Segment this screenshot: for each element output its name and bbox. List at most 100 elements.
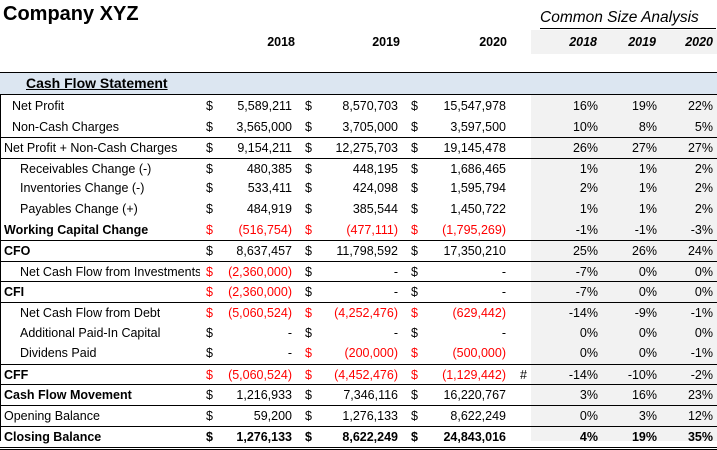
value-cell: (4,252,476) bbox=[334, 306, 398, 320]
pct-cell: 0% bbox=[694, 264, 713, 279]
table-left-border bbox=[0, 95, 1, 441]
pct-cell: 22% bbox=[687, 99, 713, 113]
row-label: Net Cash Flow from Investments bbox=[20, 264, 200, 279]
pct-cell: 10% bbox=[572, 119, 598, 134]
currency-symbol: $ bbox=[305, 367, 312, 382]
table-row: Inventories Change (-) $533,411 2% $424,098… bbox=[0, 178, 717, 199]
pct-cell: 26% bbox=[572, 141, 598, 156]
value-cell: - bbox=[501, 285, 506, 300]
table-row: Non-Cash Charges $3,565,000 10% $3,705,000 8… bbox=[0, 117, 717, 138]
year-header-2020: 2020 bbox=[479, 35, 507, 49]
currency-symbol: $ bbox=[305, 306, 312, 320]
currency-symbol: $ bbox=[411, 388, 418, 403]
currency-symbol: $ bbox=[411, 119, 418, 134]
table-row: CFO $8,637,457 25% $11,798,592 26% $17,350,21… bbox=[0, 240, 717, 262]
value-cell: 11,798,592 bbox=[336, 244, 398, 259]
currency-symbol: $ bbox=[411, 346, 418, 361]
value-cell: (5,060,524) bbox=[228, 306, 292, 320]
row-label: CFF bbox=[4, 367, 29, 382]
row-label: Cash Flow Movement bbox=[4, 388, 132, 403]
value-cell: (1,129,442) bbox=[442, 367, 506, 382]
pct-cell: -2% bbox=[690, 367, 713, 382]
row-label: Net Profit + Non-Cash Charges bbox=[4, 141, 178, 156]
pct-cell: 2% bbox=[694, 202, 713, 216]
currency-symbol: $ bbox=[206, 181, 213, 196]
currency-symbol: $ bbox=[411, 285, 418, 300]
table-row: Net Cash Flow from Debt $ (5,060,524) -14% $… bbox=[0, 302, 717, 324]
value-cell: 1,450,722 bbox=[450, 202, 506, 216]
value-cell: 1,595,794 bbox=[450, 181, 506, 196]
currency-symbol: $ bbox=[411, 325, 418, 340]
value-cell: - bbox=[501, 325, 506, 340]
table-row: CFF $ (5,060,524) -14% $ (4,452,476) -10% $ (1,1… bbox=[0, 363, 717, 386]
currency-symbol: $ bbox=[206, 306, 213, 320]
pct-header-band bbox=[531, 30, 717, 54]
value-cell: - bbox=[287, 325, 292, 340]
pct-cell: 27% bbox=[631, 141, 657, 156]
currency-symbol: $ bbox=[206, 429, 213, 444]
currency-symbol: $ bbox=[411, 244, 418, 259]
currency-symbol: $ bbox=[206, 244, 213, 259]
pct-cell: 0% bbox=[579, 409, 598, 423]
currency-symbol: $ bbox=[305, 222, 312, 237]
pct-cell: -1% bbox=[690, 306, 713, 320]
pct-header-2020: 2020 bbox=[685, 35, 713, 49]
pct-cell: 4% bbox=[579, 429, 598, 444]
hash-marker: # bbox=[520, 367, 527, 382]
pct-cell: -14% bbox=[568, 306, 598, 320]
row-label: Inventories Change (-) bbox=[20, 181, 145, 196]
pct-cell: 26% bbox=[631, 244, 657, 259]
pct-cell: -1% bbox=[575, 222, 598, 237]
currency-symbol: $ bbox=[206, 285, 213, 300]
value-cell: (1,795,269) bbox=[442, 222, 506, 237]
value-cell: 8,637,457 bbox=[236, 244, 292, 259]
currency-symbol: $ bbox=[305, 119, 312, 134]
row-label: Non-Cash Charges bbox=[12, 119, 119, 134]
pct-cell: 1% bbox=[638, 202, 657, 216]
value-cell: 59,200 bbox=[253, 409, 292, 423]
currency-symbol: $ bbox=[305, 161, 312, 176]
pct-cell: -14% bbox=[568, 367, 598, 382]
table-row: Working Capital Change $ (516,754) -1% $ (477… bbox=[0, 220, 717, 241]
row-label: Receivables Change (-) bbox=[20, 161, 152, 176]
pct-cell: 27% bbox=[687, 141, 713, 156]
pct-cell: 0% bbox=[638, 325, 657, 340]
value-cell: 15,547,978 bbox=[443, 99, 506, 113]
currency-symbol: $ bbox=[206, 264, 213, 279]
currency-symbol: $ bbox=[411, 222, 418, 237]
pct-cell: 0% bbox=[638, 346, 657, 361]
pct-cell: -1% bbox=[690, 346, 713, 361]
value-cell: 1,276,133 bbox=[236, 429, 292, 444]
currency-symbol: $ bbox=[411, 99, 418, 113]
row-label: Net Cash Flow from Debt bbox=[20, 306, 161, 320]
currency-symbol: $ bbox=[411, 429, 418, 444]
pct-cell: 19% bbox=[631, 429, 657, 444]
table-row: Net Cash Flow from Investments $ (2,360,00… bbox=[0, 260, 717, 283]
currency-symbol: $ bbox=[411, 202, 418, 216]
value-cell: (2,360,000) bbox=[228, 264, 292, 279]
currency-symbol: $ bbox=[305, 409, 312, 423]
currency-symbol: $ bbox=[305, 141, 312, 156]
currency-symbol: $ bbox=[411, 306, 418, 320]
table-row: Dividens Paid $ -0% $ (200,000) 0% $ (500,000) -… bbox=[0, 343, 717, 364]
row-label: CFI bbox=[4, 285, 25, 300]
pct-cell: -10% bbox=[627, 367, 657, 382]
value-cell: (200,000) bbox=[344, 346, 398, 361]
currency-symbol: $ bbox=[206, 409, 213, 423]
row-label: CFO bbox=[4, 244, 31, 259]
currency-symbol: $ bbox=[206, 367, 213, 382]
value-cell: - bbox=[393, 285, 398, 300]
value-cell: 17,350,210 bbox=[443, 244, 506, 259]
pct-cell: 24% bbox=[687, 244, 713, 259]
value-cell: 3,597,500 bbox=[450, 119, 506, 134]
year-header-2019: 2019 bbox=[372, 35, 400, 49]
currency-symbol: $ bbox=[305, 264, 312, 279]
value-cell: 484,919 bbox=[246, 202, 292, 216]
pct-cell: 25% bbox=[572, 244, 598, 259]
currency-symbol: $ bbox=[206, 99, 213, 113]
value-cell: 24,843,016 bbox=[443, 429, 506, 444]
currency-symbol: $ bbox=[411, 161, 418, 176]
value-cell: 7,346,116 bbox=[343, 388, 398, 403]
pct-cell: 2% bbox=[579, 181, 598, 196]
value-cell: - bbox=[501, 264, 506, 279]
